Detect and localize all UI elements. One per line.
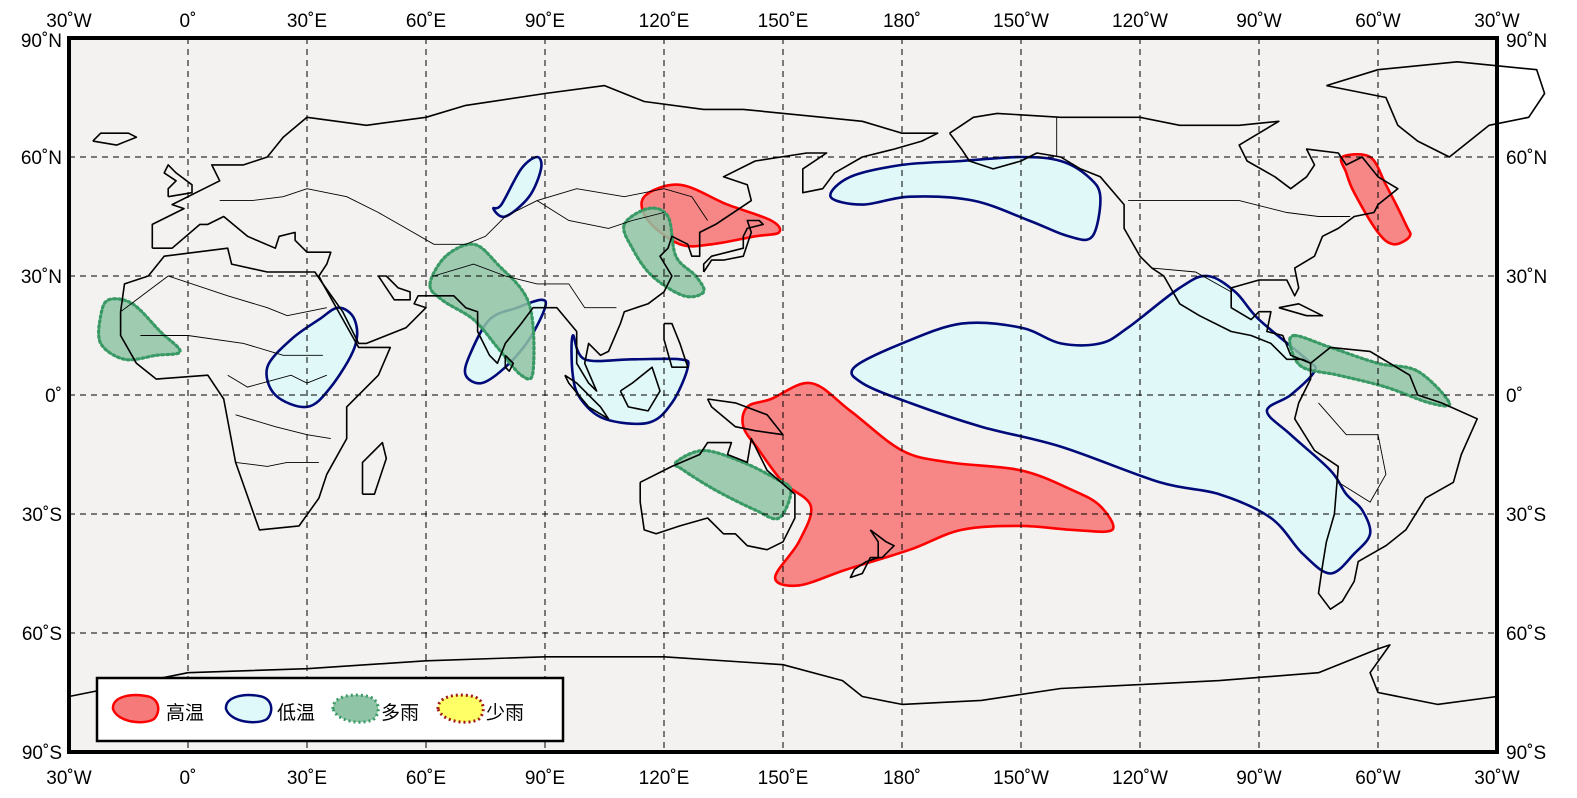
region-wet-west-africa [97, 297, 182, 362]
coast-madagascar [361, 441, 388, 495]
coast-newguinea [706, 398, 784, 436]
legend-label-low: 低温 [277, 702, 315, 724]
border-asia [433, 263, 617, 309]
lon-label-top: 150˚W [993, 11, 1049, 32]
coast-australia [639, 437, 796, 551]
coast-north-america [948, 112, 1399, 365]
region-wet-central-asia [428, 242, 536, 381]
lon-label-top: 30˚W [1474, 11, 1519, 32]
lat-label-right: 60˚N [1506, 148, 1547, 169]
coast-africa [119, 247, 392, 531]
border-china-mongolia [536, 200, 665, 229]
lat-label-right: 30˚S [1506, 505, 1546, 526]
coastline-layer [68, 61, 1546, 706]
coast-south-america [1293, 346, 1478, 610]
lat-label-right: 60˚S [1506, 624, 1546, 645]
lat-label-left: 90˚S [22, 743, 62, 764]
region-low-east-africa [265, 306, 359, 409]
region-low-east-pacific [850, 274, 1372, 575]
lon-label-bottom: 30˚E [287, 768, 327, 789]
border-africa-a [120, 275, 327, 317]
region-high-labrador [1339, 152, 1412, 246]
lon-label-bottom: 150˚E [758, 768, 809, 789]
lon-label-bottom: 90˚W [1236, 768, 1281, 789]
lon-label-top: 120˚W [1112, 11, 1168, 32]
lat-label-right: 0˚ [1506, 386, 1523, 407]
region-low-west-siberia [492, 155, 543, 219]
border-south-america [1318, 402, 1387, 503]
lat-label-left: 60˚N [21, 148, 62, 169]
lon-label-top: 90˚W [1236, 11, 1281, 32]
legend-label-high: 高温 [166, 702, 204, 724]
region-wet-australia [673, 448, 793, 521]
border-mexico [1151, 267, 1232, 293]
anomaly-regions-layer [97, 152, 1452, 588]
lat-label-left: 30˚S [22, 505, 62, 526]
coast-nz [849, 529, 895, 579]
tick-label-layer: 30˚W 30˚W 0˚ 0˚ 30˚E 30˚E 60˚E 60˚E 90˚E 90˚E 120˚… [21, 11, 1547, 789]
lat-label-right: 90˚S [1506, 743, 1546, 764]
lat-label-right: 30˚N [1506, 267, 1547, 288]
lat-label-right: 90˚N [1506, 31, 1547, 52]
lon-label-top: 30˚W [46, 11, 91, 32]
coast-cuba [1278, 303, 1324, 317]
coast-sri-lanka [504, 354, 515, 372]
coast-antarctica [68, 644, 1498, 706]
legend-label-dry: 少雨 [486, 702, 524, 724]
lon-label-bottom: 0˚ [180, 768, 197, 789]
coast-sumatra [564, 374, 610, 420]
border-europe [219, 188, 708, 245]
lon-label-bottom: 60˚E [406, 768, 446, 789]
lon-label-top: 60˚E [406, 11, 446, 32]
border-africa-b [140, 335, 323, 356]
legend-swatch-low [224, 693, 273, 724]
coast-greenland [1326, 61, 1546, 158]
lon-label-bottom: 60˚W [1355, 768, 1400, 789]
coast-iceland [92, 132, 138, 146]
border-africa-d [235, 414, 331, 440]
lat-label-left: 30˚N [21, 267, 62, 288]
lon-label-bottom: 120˚E [639, 768, 690, 789]
legend-swatch-dry [436, 693, 485, 724]
border-layer [120, 117, 1387, 503]
coast-eurasia [151, 84, 939, 392]
lon-label-top: 180˚ [883, 11, 921, 32]
legend-swatch-high [111, 693, 160, 724]
coast-japan [702, 219, 764, 273]
region-low-north-pacific [829, 155, 1102, 242]
lon-label-bottom: 90˚E [525, 768, 565, 789]
lat-label-left: 60˚S [22, 624, 62, 645]
lon-label-top: 120˚E [639, 11, 690, 32]
border-africa-c [227, 374, 327, 388]
legend-label-wet: 多雨 [381, 702, 419, 724]
lat-label-left: 0˚ [45, 386, 62, 407]
coast-britain [163, 164, 193, 198]
lon-label-top: 60˚W [1355, 11, 1400, 32]
region-wet-central-america [1288, 333, 1452, 408]
legend-box [95, 676, 565, 743]
lon-label-top: 150˚E [758, 11, 809, 32]
map-frame [67, 36, 1499, 754]
coast-borneo [619, 366, 661, 412]
lon-label-bottom: 30˚W [46, 768, 91, 789]
border-us-canada [1128, 200, 1351, 217]
border-africa-e [235, 461, 319, 467]
lon-label-top: 90˚E [525, 11, 565, 32]
lon-label-bottom: 180˚ [883, 768, 921, 789]
graticule-layer [69, 38, 1497, 752]
lon-label-bottom: 150˚W [993, 768, 1049, 789]
lon-label-top: 0˚ [180, 11, 197, 32]
coast-arabia-gulf [377, 275, 411, 301]
lon-label-top: 30˚E [287, 11, 327, 32]
legend: 高温 低温 多雨 少雨 [95, 676, 565, 743]
lon-label-bottom: 120˚W [1112, 768, 1168, 789]
lon-label-bottom: 30˚W [1474, 768, 1519, 789]
lat-label-left: 90˚N [21, 31, 62, 52]
legend-swatch-wet [331, 693, 380, 724]
